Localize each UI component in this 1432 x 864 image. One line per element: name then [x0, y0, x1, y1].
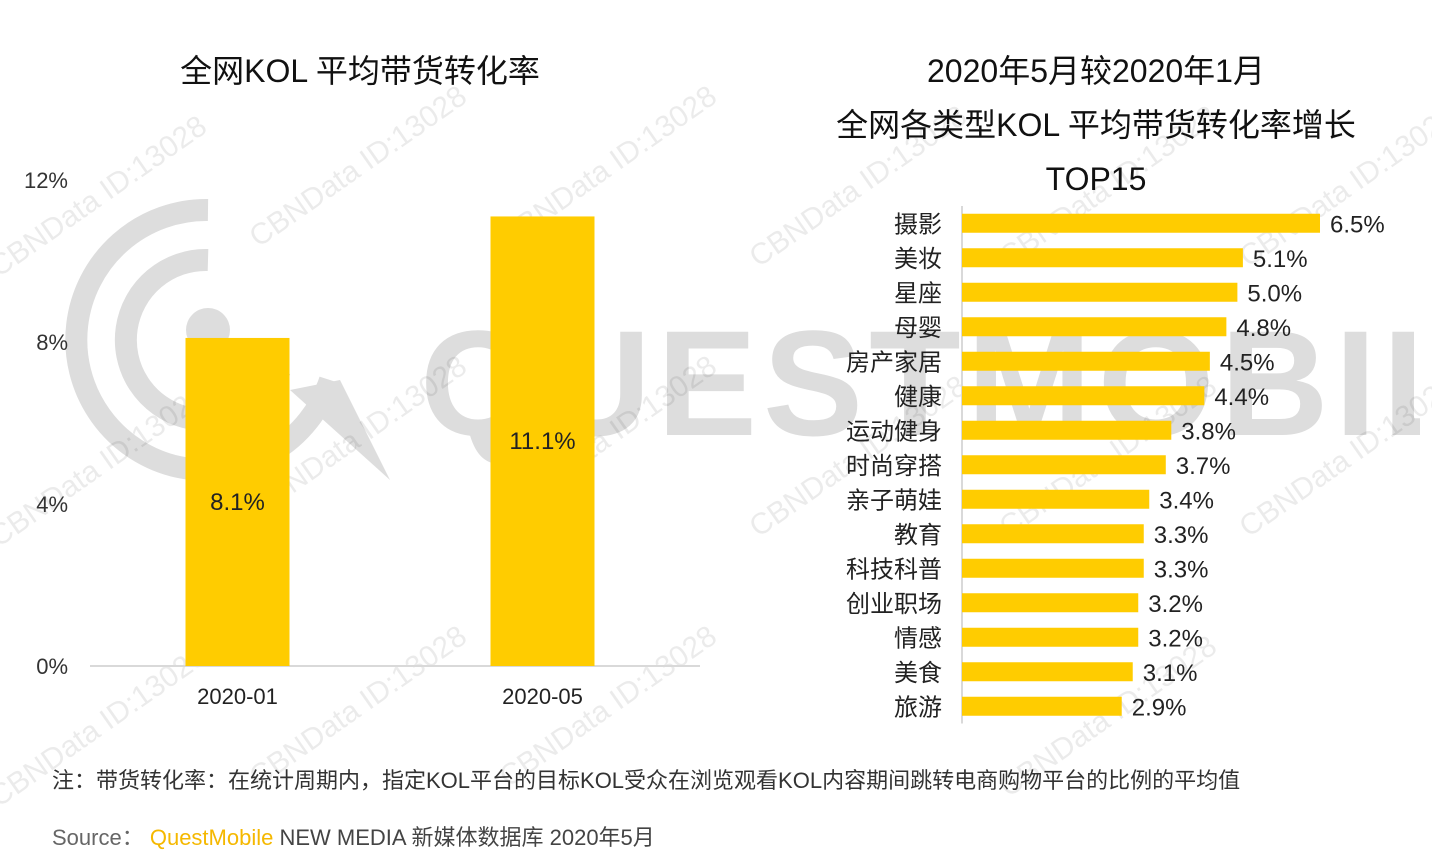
category-label: 时尚穿搭 [846, 453, 942, 480]
bar-value-label: 4.4% [1214, 384, 1269, 411]
bar-value-label: 3.1% [1143, 660, 1198, 687]
bar [490, 216, 595, 666]
bar [962, 420, 1172, 440]
right-title-line-1: 2020年5月较2020年1月 [927, 53, 1265, 89]
y-tick-label: 12% [24, 168, 68, 193]
bar [962, 558, 1144, 578]
bar-value-label: 6.5% [1330, 211, 1385, 238]
x-tick-label: 2020-05 [502, 684, 583, 709]
source-label: Source： [52, 825, 144, 850]
bar-value-label: 3.2% [1148, 591, 1203, 618]
bar [962, 213, 1320, 233]
category-label: 运动健身 [846, 418, 942, 445]
footnote: 注：带货转化率：在统计周期内，指定KOL平台的目标KOL受众在浏览观看KOL内容… [52, 768, 1241, 793]
bar [962, 489, 1150, 509]
bar [962, 662, 1133, 682]
source-line: Source： QuestMobile NEW MEDIA 新媒体数据库 202… [52, 820, 655, 852]
bar-value-label: 3.7% [1176, 453, 1231, 480]
category-label: 健康 [894, 384, 942, 411]
bar-value-label: 3.4% [1159, 487, 1214, 514]
bar [962, 282, 1238, 302]
bar [185, 337, 290, 666]
bar [962, 455, 1166, 475]
category-label: 美妆 [894, 246, 942, 273]
y-tick-label: 8% [36, 330, 68, 355]
bar [962, 524, 1144, 544]
category-label: 亲子萌娃 [846, 487, 942, 514]
right-title-line-2: 全网各类型KOL 平均带货转化率增长 [836, 107, 1356, 143]
bar-value-label: 3.2% [1148, 625, 1203, 652]
bar-value-label: 11.1% [509, 428, 575, 455]
category-label: 星座 [894, 280, 942, 307]
bar-value-label: 4.5% [1220, 349, 1275, 376]
category-label: 房产家居 [846, 349, 942, 376]
y-tick-label: 0% [36, 654, 68, 679]
bar-value-label: 5.1% [1253, 246, 1308, 273]
bar [962, 696, 1122, 716]
left-chart-title: 全网KOL 平均带货转化率 [180, 53, 540, 89]
bar-value-label: 8.1% [210, 489, 265, 516]
right-title-line-3: TOP15 [1045, 161, 1147, 197]
category-label: 母婴 [894, 315, 942, 342]
category-label: 旅游 [894, 694, 942, 721]
left-bar-chart: 0% 4% 8% 12% 8.1% 2020-01 11.1% 2020-05 [24, 168, 700, 709]
right-horizontal-bar-chart: 摄影 6.5% 美妆 5.1% 星座 5.0% 母婴 4.8% 房产家居 4.5% 健康 4.4% 运动… [846, 206, 1385, 724]
category-label: 科技科普 [846, 556, 942, 583]
bar [962, 386, 1205, 406]
category-label: 创业职场 [846, 591, 942, 618]
bar-value-label: 3.3% [1154, 522, 1209, 549]
bar [962, 593, 1139, 613]
bar-value-label: 2.9% [1132, 694, 1187, 721]
category-label: 教育 [894, 522, 942, 549]
bar [962, 317, 1227, 337]
bar [962, 248, 1243, 268]
x-tick-label: 2020-01 [197, 684, 278, 709]
bar-value-label: 3.8% [1181, 418, 1236, 445]
right-chart-title: 2020年5月较2020年1月 全网各类型KOL 平均带货转化率增长 TOP15 [796, 44, 1396, 206]
source-detail: NEW MEDIA 新媒体数据库 2020年5月 [279, 825, 655, 850]
category-label: 摄影 [894, 211, 942, 238]
category-label: 美食 [894, 660, 942, 687]
bar [962, 627, 1139, 647]
category-label: 情感 [894, 625, 942, 652]
bar-value-label: 5.0% [1247, 280, 1302, 307]
y-tick-label: 4% [36, 492, 68, 517]
bar-value-label: 4.8% [1236, 315, 1291, 342]
bar-value-label: 3.3% [1154, 556, 1209, 583]
bar [962, 351, 1210, 371]
source-brand: QuestMobile [149, 825, 274, 850]
